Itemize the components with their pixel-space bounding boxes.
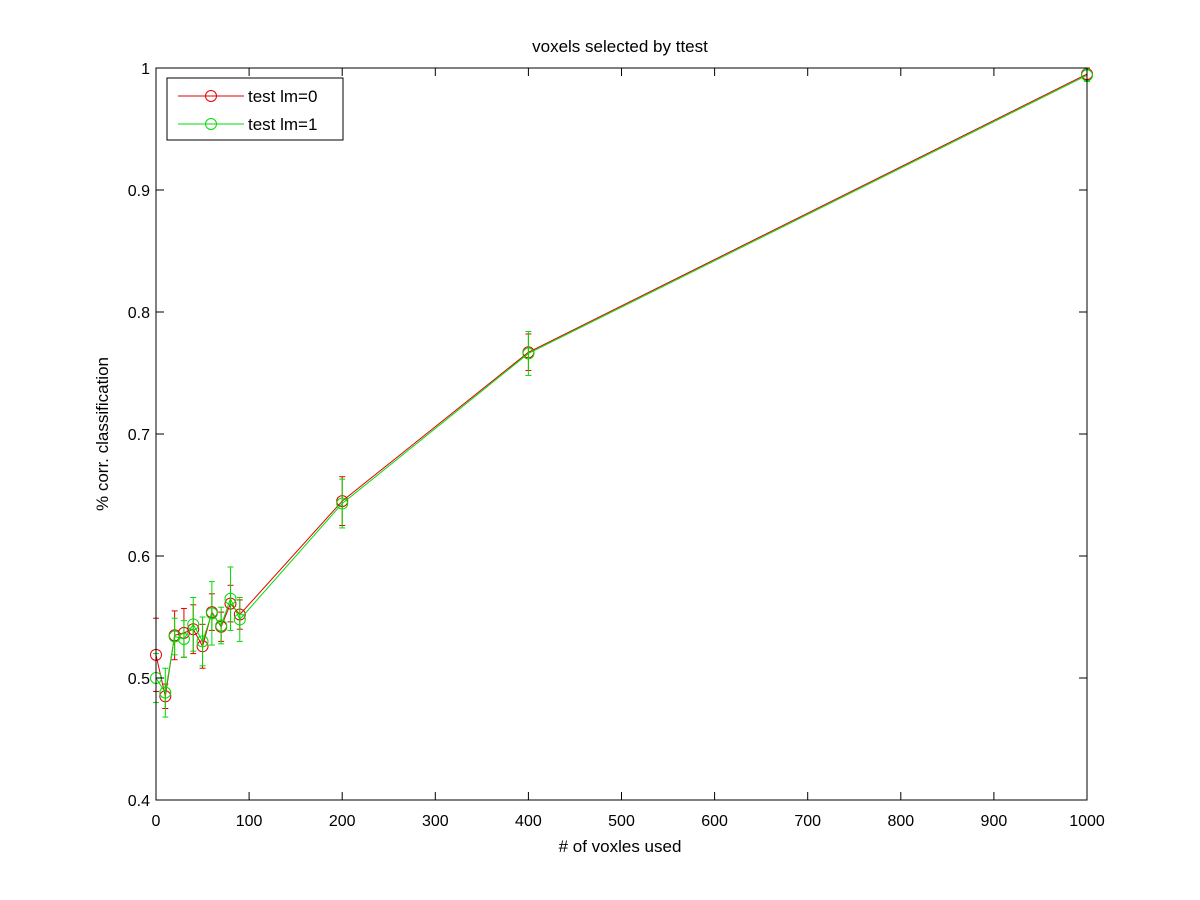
chart-title: voxels selected by ttest — [532, 37, 708, 56]
legend: test lm=0 test lm=1 — [166, 77, 344, 141]
x-tick-label: 0 — [152, 813, 161, 830]
data-point — [336, 497, 349, 510]
legend-item: test lm=1 — [178, 115, 317, 134]
data-point — [177, 632, 190, 645]
legend-marker — [205, 118, 217, 130]
data-point — [233, 613, 246, 626]
data-point — [159, 686, 172, 699]
x-tick-label: 600 — [701, 813, 728, 830]
series-1 — [150, 68, 1093, 718]
x-tick-label: 300 — [422, 813, 449, 830]
y-tick-label: 0.7 — [128, 427, 150, 444]
legend-label: test lm=1 — [248, 115, 317, 134]
x-tick-label: 1000 — [1069, 813, 1105, 830]
y-tick-label: 0.9 — [128, 183, 150, 200]
data-point — [224, 592, 237, 605]
y-tick-label: 1 — [141, 61, 150, 78]
axis-ticks: 0 100 200 300 400 500 600 700 800 900 1000 0.4 0.5 0.… — [128, 61, 1105, 830]
x-tick-label: 700 — [794, 813, 821, 830]
x-tick-label: 100 — [236, 813, 263, 830]
y-tick-label: 0.4 — [128, 793, 150, 810]
data-point — [522, 347, 535, 360]
data-point — [187, 618, 200, 631]
data-point — [168, 630, 181, 643]
x-tick-label: 200 — [329, 813, 356, 830]
series-line — [155, 74, 1088, 695]
x-tick-label: 500 — [608, 813, 635, 830]
x-tick-label: 900 — [981, 813, 1008, 830]
y-tick-label: 0.5 — [128, 671, 150, 688]
y-tick-label: 0.8 — [128, 305, 150, 322]
x-axis-title: # of voxles used — [559, 837, 682, 856]
data-point — [215, 619, 228, 632]
x-tick-label: 800 — [887, 813, 914, 830]
legend-box — [166, 77, 344, 141]
data-point — [205, 607, 218, 620]
x-tick-label: 400 — [515, 813, 542, 830]
y-axis-title: % corr. classification — [93, 357, 112, 511]
legend-label: test lm=0 — [248, 87, 317, 106]
legend-marker — [205, 90, 217, 102]
data-point — [196, 635, 209, 648]
y-tick-label: 0.6 — [128, 549, 150, 566]
legend-item: test lm=0 — [178, 87, 317, 106]
